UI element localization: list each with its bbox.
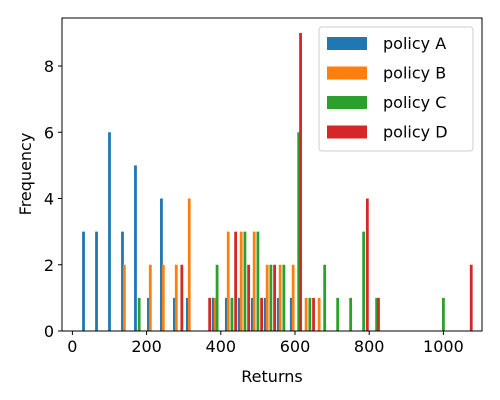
bar-series-1-3 — [174, 264, 178, 331]
bar-series-2-10 — [336, 297, 340, 331]
bar-series-3-5 — [273, 264, 276, 331]
legend-label-3: policy D — [383, 123, 448, 142]
bar-series-0-7 — [173, 297, 176, 331]
bar-series-3-6 — [299, 32, 302, 332]
bar-series-1-5 — [213, 297, 217, 331]
bar-series-1-10 — [278, 264, 282, 331]
legend-box — [318, 26, 474, 152]
bar-series-0-13 — [263, 297, 267, 331]
bar-series-3-9 — [377, 297, 380, 331]
bar-series-0-4 — [134, 165, 137, 331]
bar-series-2-6 — [282, 264, 286, 331]
bar-series-3-2 — [234, 231, 238, 331]
bar-series-2-13 — [375, 297, 379, 331]
x-tick-label-5: 1000 — [423, 337, 464, 356]
bar-series-3-0 — [180, 264, 184, 331]
y-tick-label-0: 0 — [44, 322, 54, 341]
legend-swatch-1 — [327, 66, 367, 80]
bar-series-0-6 — [160, 198, 163, 331]
bar-series-2-9 — [323, 264, 327, 331]
legend-label-0: policy A — [383, 34, 446, 53]
bar-series-2-12 — [362, 231, 366, 331]
bar-series-1-0 — [122, 264, 126, 331]
bar-series-2-11 — [349, 297, 353, 331]
bar-series-0-11 — [237, 297, 241, 331]
bar-series-0-15 — [289, 297, 293, 331]
bar-series-0-2 — [108, 132, 111, 331]
y-axis-label: Frequency — [16, 133, 35, 216]
bar-series-0-10 — [224, 297, 228, 331]
plot-area — [82, 32, 473, 332]
legend: policy A policy B policy C policy D — [318, 26, 474, 152]
bar-series-2-14 — [442, 297, 445, 331]
y-tick-label-3: 6 — [44, 123, 54, 142]
legend-swatch-0 — [327, 37, 367, 50]
axes: 0 200 400 600 800 1000 0 2 4 6 8 — [44, 17, 483, 356]
bar-series-2-3 — [243, 231, 247, 331]
bar-series-0-12 — [250, 297, 254, 331]
bar-series-1-9 — [265, 264, 269, 331]
bar-series-2-7 — [297, 132, 301, 331]
bar-series-2-2 — [230, 297, 234, 331]
bar-series-3-10 — [469, 264, 473, 331]
legend-swatch-3 — [327, 125, 367, 139]
bar-series-0-0 — [82, 231, 85, 331]
bar-series-0-1 — [95, 231, 98, 331]
bar-series-1-12 — [304, 297, 308, 331]
y-tick-label-1: 2 — [44, 256, 54, 275]
bar-series-2-1 — [215, 264, 219, 331]
bar-series-0-3 — [121, 231, 124, 331]
x-axis-label: Returns — [241, 367, 302, 386]
x-tick-label-4: 800 — [354, 337, 385, 356]
bar-series-1-7 — [239, 231, 243, 331]
bar-series-1-4 — [187, 198, 191, 331]
bar-series-3-7 — [312, 297, 315, 331]
bar-series-1-13 — [317, 297, 321, 331]
bar-series-1-6 — [226, 231, 230, 331]
legend-label-1: policy B — [383, 64, 446, 83]
x-tick-label-2: 400 — [206, 337, 237, 356]
bar-series-0-14 — [276, 297, 280, 331]
bar-series-1-1 — [148, 264, 152, 331]
bar-series-3-1 — [208, 297, 212, 331]
x-tick-label-0: 0 — [67, 337, 77, 356]
bar-series-1-2 — [161, 264, 165, 331]
y-tick-label-2: 4 — [44, 190, 54, 209]
bar-series-0-9 — [211, 297, 215, 331]
bar-series-3-8 — [365, 198, 369, 331]
bar-series-1-8 — [252, 231, 256, 331]
bar-series-3-4 — [260, 297, 264, 331]
bar-series-0-5 — [147, 297, 150, 331]
y-tick-label-4: 8 — [44, 57, 54, 76]
bar-series-3-3 — [247, 264, 251, 331]
bar-series-2-0 — [137, 297, 141, 331]
bar-series-2-4 — [256, 231, 260, 331]
bar-series-0-8 — [186, 297, 189, 331]
x-tick-label-3: 600 — [280, 337, 311, 356]
legend-label-2: policy C — [383, 93, 446, 112]
legend-swatch-2 — [327, 96, 367, 109]
bar-series-2-5 — [269, 264, 273, 331]
plot-frame — [61, 17, 483, 332]
x-tick-label-1: 200 — [131, 337, 162, 356]
bar-series-1-11 — [291, 264, 295, 331]
bar-series-2-8 — [308, 297, 312, 331]
